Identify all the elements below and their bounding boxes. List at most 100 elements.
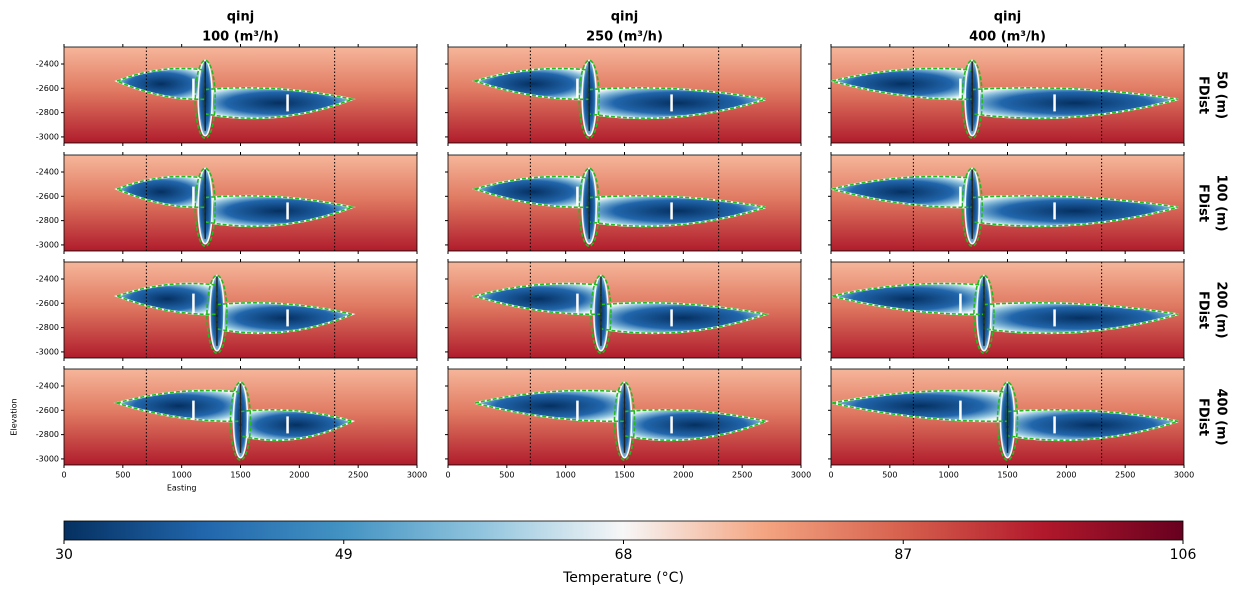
y-tick-label: -3000: [36, 454, 59, 463]
column-title: qinj: [611, 10, 638, 25]
row-subtitle: 400 (m): [1214, 388, 1229, 445]
contour: [194, 167, 217, 247]
column-title: qinj: [227, 10, 254, 25]
y-tick-label: -2400: [36, 60, 59, 69]
x-tick-label: 500: [882, 471, 897, 480]
x-tick-label: 2000: [289, 471, 309, 480]
contour: [961, 167, 984, 247]
colorbar-label: Temperature (°C): [562, 570, 684, 586]
x-axis-label: Easting: [167, 484, 197, 493]
contour: [971, 87, 1179, 119]
contour: [623, 409, 769, 441]
panel: -2400 -2600 -2800 -3000: [36, 44, 418, 146]
x-tick-label: 2000: [673, 471, 693, 480]
contour: [204, 195, 356, 227]
panel: [828, 152, 1185, 254]
contour: [194, 59, 217, 139]
x-tick-label: 1000: [938, 471, 958, 480]
column-subtitle: 100 (m³/h): [202, 30, 279, 45]
y-tick-label: -2400: [36, 275, 59, 284]
contour: [996, 381, 1019, 461]
contour: [828, 67, 973, 101]
contour: [961, 59, 984, 139]
contour: [588, 195, 766, 227]
column-subtitle: 250 (m³/h): [586, 30, 663, 45]
panel: [445, 44, 802, 146]
contour: [588, 87, 766, 119]
x-tick-label: 1500: [230, 471, 250, 480]
contour: [206, 274, 228, 354]
y-tick-label: -3000: [36, 347, 59, 356]
x-tick-label: 1000: [171, 471, 191, 480]
x-tick-label: 3000: [1174, 471, 1194, 480]
y-tick-label: -2600: [36, 299, 59, 308]
panel: -2400 -2600 -2800 -3000: [36, 259, 418, 361]
contour: [828, 175, 973, 209]
cold-plume: [239, 408, 356, 442]
x-tick-label: 500: [115, 471, 130, 480]
contour: [204, 87, 356, 119]
colorbar-tick-label: 49: [335, 547, 353, 563]
row-subtitle: 50 (m): [1214, 71, 1229, 119]
y-tick-label: -2400: [36, 382, 59, 391]
x-tick-label: 1500: [614, 471, 634, 480]
panel: 0 500 1000 1500 2000 2500 3000 -2400 -2600 -2800 -…: [10, 366, 427, 493]
contour: [973, 274, 995, 354]
y-axis-label: Elevation: [10, 398, 19, 435]
colorbar-tick-label: 68: [615, 547, 633, 563]
x-tick-label: 2500: [732, 471, 752, 480]
panel: 0 500 1000 1500 2000 2500 3000: [828, 366, 1194, 480]
row-subtitle: 100 (m): [1214, 174, 1229, 231]
contour: [600, 302, 769, 334]
panel: [445, 152, 802, 254]
x-tick-label: 1000: [555, 471, 575, 480]
row-subtitle: 200 (m): [1214, 281, 1229, 338]
column-title: qinj: [994, 10, 1021, 25]
x-tick-label: 0: [61, 471, 66, 480]
contour: [229, 381, 252, 461]
x-tick-label: 3000: [791, 471, 811, 480]
y-tick-label: -3000: [36, 240, 59, 249]
x-tick-label: 0: [828, 471, 833, 480]
contour: [578, 167, 601, 247]
panel: [445, 259, 802, 361]
contour: [1006, 409, 1179, 441]
contour: [831, 282, 985, 316]
panel: 0 500 1000 1500 2000 2500 3000: [445, 366, 811, 480]
colorbar: [63, 520, 1184, 541]
contour: [832, 389, 1009, 423]
row-title: FDist: [1196, 398, 1211, 436]
y-tick-label: -2400: [36, 168, 59, 177]
column-subtitle: 400 (m³/h): [969, 30, 1046, 45]
x-tick-label: 1500: [997, 471, 1017, 480]
row-title: FDist: [1196, 76, 1211, 114]
y-tick-label: -2800: [36, 430, 59, 439]
contour: [578, 59, 601, 139]
y-tick-label: -2600: [36, 406, 59, 415]
y-tick-label: -2600: [36, 192, 59, 201]
y-tick-label: -2600: [36, 84, 59, 93]
colorbar-tick-label: 30: [55, 547, 73, 563]
contour: [216, 302, 355, 334]
x-tick-label: 0: [445, 471, 450, 480]
x-tick-label: 500: [499, 471, 514, 480]
panel: [828, 44, 1185, 146]
x-tick-label: 2500: [348, 471, 368, 480]
row-title: FDist: [1196, 291, 1211, 329]
x-tick-label: 2500: [1115, 471, 1135, 480]
colorbar-tick-label: 87: [894, 547, 912, 563]
x-tick-label: 2000: [1056, 471, 1076, 480]
y-tick-label: -3000: [36, 132, 59, 141]
row-title: FDist: [1196, 184, 1211, 222]
colorbar-tick-label: 106: [1170, 547, 1197, 563]
panel: [828, 259, 1185, 361]
y-tick-label: -2800: [36, 323, 59, 332]
y-tick-label: -2800: [36, 216, 59, 225]
contour: [983, 302, 1179, 334]
contour: [590, 274, 612, 354]
x-tick-label: 3000: [407, 471, 427, 480]
contour: [971, 195, 1179, 227]
panel: -2400 -2600 -2800 -3000: [36, 152, 418, 254]
y-tick-label: -2800: [36, 108, 59, 117]
